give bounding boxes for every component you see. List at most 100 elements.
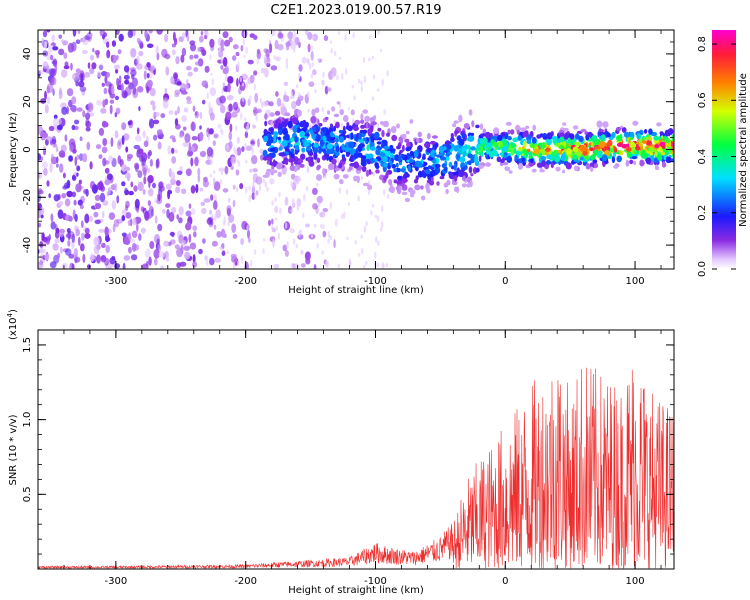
heatmap-x-tick-label: -100	[364, 276, 387, 287]
heatmap-cell	[133, 185, 138, 192]
colorbar-tick-label: 0.4	[697, 149, 708, 165]
heatmap-cell	[655, 166, 660, 171]
heatmap-cell	[459, 156, 466, 163]
heatmap-cell	[106, 41, 110, 48]
heatmap-cell	[343, 115, 349, 122]
heatmap-cell	[555, 142, 559, 147]
heatmap-cell	[133, 144, 141, 150]
heatmap-cell	[292, 198, 295, 205]
heatmap-cell	[310, 50, 314, 61]
heatmap-cell	[171, 206, 177, 214]
heatmap-cell	[74, 256, 81, 263]
heatmap-cell	[335, 151, 340, 157]
heatmap-cell	[313, 152, 318, 160]
heatmap-cell	[232, 199, 236, 208]
heatmap-cell	[362, 264, 366, 269]
snr-x-tick-label: 0	[502, 576, 508, 587]
heatmap-cell	[324, 85, 329, 95]
heatmap-cell	[121, 135, 125, 146]
heatmap-cell	[40, 214, 44, 219]
heatmap-cell	[230, 156, 237, 165]
heatmap-cell	[501, 146, 508, 152]
heatmap-cell	[44, 104, 49, 114]
heatmap-cell	[251, 147, 254, 155]
heatmap-cell	[248, 194, 251, 203]
heatmap-cell	[223, 216, 226, 225]
heatmap-cell	[82, 153, 88, 163]
heatmap-cell	[349, 155, 354, 162]
heatmap-cell	[62, 172, 66, 179]
heatmap-cell	[146, 261, 149, 267]
heatmap-cell	[603, 146, 608, 152]
heatmap-cell	[589, 147, 594, 152]
heatmap-cell	[48, 125, 55, 132]
heatmap-cell	[236, 147, 242, 156]
heatmap-cell	[164, 53, 171, 60]
heatmap-cell	[219, 104, 226, 114]
heatmap-cell	[344, 68, 348, 75]
heatmap-cell	[417, 131, 422, 138]
heatmap-cell	[150, 100, 156, 106]
heatmap-cell	[264, 113, 268, 120]
heatmap-cell	[235, 169, 240, 176]
heatmap-cell	[218, 167, 225, 172]
heatmap-cell	[636, 132, 640, 140]
heatmap-cell	[404, 138, 410, 143]
heatmap-cell	[598, 129, 604, 133]
heatmap-cell	[279, 153, 287, 157]
heatmap-cell	[263, 135, 269, 143]
heatmap-cell	[210, 194, 214, 201]
heatmap-cell	[260, 67, 267, 74]
heatmap-cell	[452, 123, 457, 128]
heatmap-cell	[271, 200, 274, 206]
heatmap-cell	[232, 233, 238, 239]
heatmap-cell	[181, 115, 188, 122]
heatmap-cell	[360, 85, 363, 92]
heatmap-cell	[93, 236, 100, 247]
heatmap-cell	[128, 232, 131, 241]
heatmap-cell	[226, 106, 229, 110]
heatmap-cell	[216, 231, 222, 238]
heatmap-cell	[231, 223, 237, 233]
colorbar-tick-label: 0.0	[697, 261, 708, 277]
heatmap-cell	[579, 144, 586, 152]
heatmap-cell	[365, 140, 369, 145]
heatmap-cell	[64, 134, 68, 142]
heatmap-cell	[409, 193, 415, 198]
heatmap-cell	[71, 263, 75, 269]
heatmap-cell	[50, 153, 54, 164]
heatmap-cell	[381, 205, 384, 213]
heatmap-cell	[246, 225, 249, 231]
heatmap-cell	[193, 54, 199, 59]
heatmap-cell	[126, 153, 133, 159]
heatmap-cell	[590, 166, 594, 172]
heatmap-cell	[441, 163, 447, 169]
heatmap-cell	[80, 74, 84, 83]
heatmap-cell	[143, 140, 149, 148]
heatmap-cell	[128, 190, 134, 196]
heatmap-cell	[402, 144, 405, 152]
heatmap-cell	[440, 156, 447, 161]
heatmap-cell	[290, 208, 293, 213]
snr-x-ticks: -300 -200 -100 0 100	[37, 330, 662, 587]
heatmap-x-axis-label: Height of straight line (km)	[288, 285, 424, 296]
heatmap-cell	[121, 209, 127, 216]
heatmap-cell	[348, 165, 353, 171]
heatmap-cell	[135, 135, 142, 142]
heatmap-cell	[74, 213, 78, 222]
heatmap-cell	[358, 132, 362, 140]
heatmap-cell	[285, 160, 289, 166]
heatmap-cell	[48, 234, 51, 241]
heatmap-cell	[103, 87, 108, 95]
heatmap-cell	[591, 142, 594, 147]
heatmap-cell	[142, 130, 146, 138]
heatmap-cell	[521, 157, 526, 163]
heatmap-cell	[353, 95, 356, 100]
heatmap-cell	[63, 52, 68, 59]
heatmap-cell	[189, 242, 197, 250]
heatmap-cell	[293, 30, 296, 33]
heatmap-cell	[292, 117, 299, 125]
heatmap-cell	[206, 92, 209, 100]
heatmap-cell	[199, 187, 204, 192]
heatmap-cell	[182, 32, 186, 39]
